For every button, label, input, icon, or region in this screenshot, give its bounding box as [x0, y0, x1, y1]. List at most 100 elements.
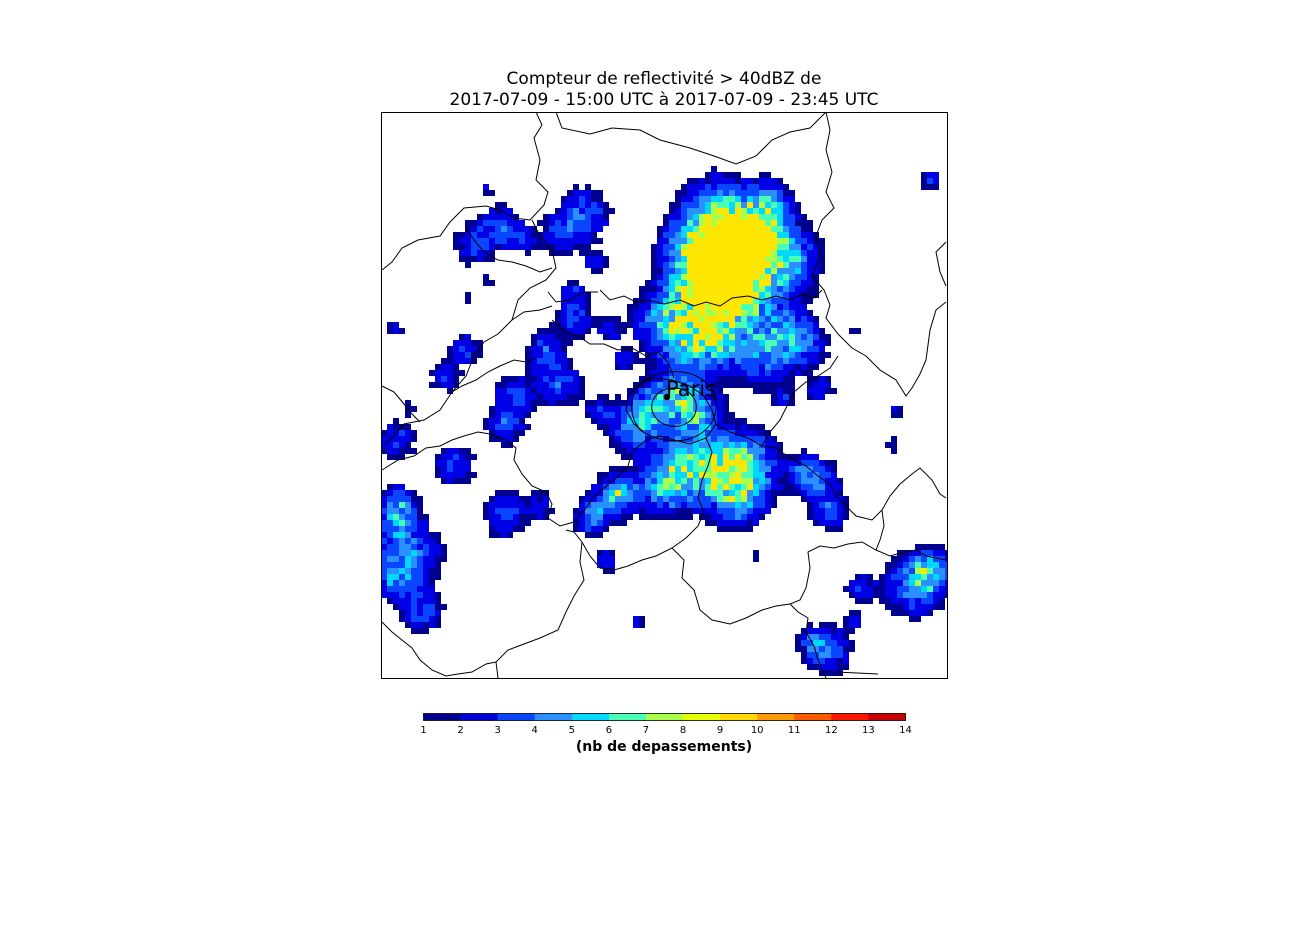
reflectivity-cell — [645, 388, 651, 394]
reflectivity-cell — [465, 262, 471, 268]
reflectivity-cell — [513, 382, 519, 388]
reflectivity-cell — [789, 280, 795, 286]
reflectivity-cell — [765, 196, 771, 202]
reflectivity-cell — [753, 190, 759, 196]
reflectivity-cell — [579, 226, 585, 232]
reflectivity-cell — [681, 436, 687, 442]
reflectivity-cell — [741, 520, 747, 526]
reflectivity-cell — [729, 364, 735, 370]
reflectivity-cell — [417, 532, 423, 538]
reflectivity-cell — [399, 598, 405, 604]
reflectivity-cell — [795, 238, 801, 244]
reflectivity-cell — [561, 346, 567, 352]
reflectivity-cell — [717, 490, 723, 496]
reflectivity-cell — [885, 562, 891, 568]
reflectivity-cell — [753, 424, 759, 430]
reflectivity-cell — [447, 460, 453, 466]
reflectivity-cell — [615, 418, 621, 424]
reflectivity-cell — [639, 334, 645, 340]
reflectivity-cell — [681, 280, 687, 286]
reflectivity-cell — [681, 448, 687, 454]
reflectivity-cell — [813, 508, 819, 514]
reflectivity-cell — [669, 316, 675, 322]
reflectivity-cell — [759, 448, 765, 454]
reflectivity-cell — [933, 598, 939, 604]
reflectivity-cell — [777, 364, 783, 370]
reflectivity-cell — [837, 490, 843, 496]
reflectivity-cell — [501, 238, 507, 244]
reflectivity-cell — [471, 346, 477, 352]
reflectivity-cell — [837, 646, 843, 652]
reflectivity-cell — [411, 490, 417, 496]
reflectivity-cell — [729, 520, 735, 526]
reflectivity-cell — [555, 352, 561, 358]
reflectivity-cell — [819, 250, 825, 256]
reflectivity-cell — [441, 460, 447, 466]
reflectivity-cell — [573, 394, 579, 400]
reflectivity-cell — [717, 496, 723, 502]
reflectivity-cell — [813, 274, 819, 280]
reflectivity-cell — [483, 274, 489, 280]
reflectivity-cell — [381, 544, 387, 550]
reflectivity-cell — [705, 286, 711, 292]
reflectivity-cell — [699, 490, 705, 496]
reflectivity-cell — [627, 388, 633, 394]
reflectivity-cell — [645, 394, 651, 400]
reflectivity-cell — [789, 460, 795, 466]
reflectivity-cell — [687, 430, 693, 436]
reflectivity-cell — [657, 238, 663, 244]
reflectivity-cell — [783, 364, 789, 370]
reflectivity-cell — [453, 478, 459, 484]
reflectivity-cell — [399, 562, 405, 568]
reflectivity-cell — [381, 568, 387, 574]
reflectivity-cell — [795, 364, 801, 370]
reflectivity-cell — [531, 490, 537, 496]
reflectivity-cell — [471, 340, 477, 346]
reflectivity-cell — [741, 226, 747, 232]
reflectivity-cell — [393, 424, 399, 430]
reflectivity-cell — [837, 496, 843, 502]
reflectivity-cell — [435, 376, 441, 382]
reflectivity-cell — [501, 490, 507, 496]
reflectivity-cell — [723, 238, 729, 244]
reflectivity-cell — [411, 520, 417, 526]
reflectivity-cell — [723, 280, 729, 286]
reflectivity-cell — [567, 364, 573, 370]
reflectivity-cell — [399, 508, 405, 514]
reflectivity-cell — [681, 424, 687, 430]
reflectivity-cell — [585, 304, 591, 310]
reflectivity-cell — [543, 394, 549, 400]
reflectivity-cell — [651, 436, 657, 442]
reflectivity-cell — [903, 610, 909, 616]
reflectivity-cell — [417, 508, 423, 514]
reflectivity-cell — [771, 274, 777, 280]
reflectivity-cell — [729, 472, 735, 478]
reflectivity-cell — [711, 382, 717, 388]
reflectivity-cell — [675, 208, 681, 214]
reflectivity-cell — [831, 478, 837, 484]
reflectivity-cell — [765, 352, 771, 358]
reflectivity-cell — [795, 454, 801, 460]
reflectivity-cell — [795, 256, 801, 262]
reflectivity-cell — [777, 280, 783, 286]
reflectivity-cell — [657, 442, 663, 448]
reflectivity-cell — [687, 310, 693, 316]
reflectivity-cell — [573, 184, 579, 190]
reflectivity-cell — [645, 334, 651, 340]
reflectivity-cell — [759, 496, 765, 502]
reflectivity-cell — [651, 418, 657, 424]
reflectivity-cell — [729, 382, 735, 388]
reflectivity-cell — [705, 352, 711, 358]
reflectivity-cell — [759, 334, 765, 340]
reflectivity-cell — [573, 280, 579, 286]
reflectivity-cell — [429, 382, 435, 388]
reflectivity-cell — [615, 472, 621, 478]
reflectivity-cell — [531, 364, 537, 370]
reflectivity-cell — [669, 256, 675, 262]
reflectivity-cell — [771, 196, 777, 202]
reflectivity-cell — [453, 382, 459, 388]
reflectivity-cell — [501, 532, 507, 538]
reflectivity-cell — [807, 664, 813, 670]
reflectivity-cell — [411, 616, 417, 622]
reflectivity-cell — [903, 550, 909, 556]
